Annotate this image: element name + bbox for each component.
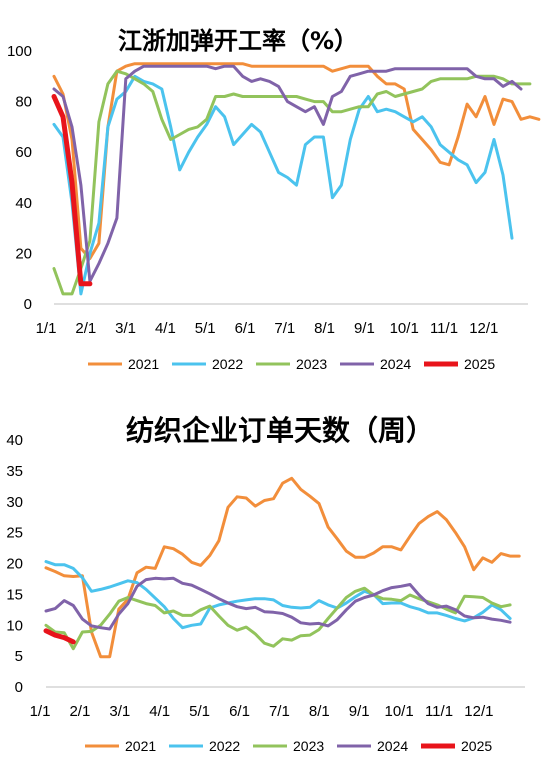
series-line-2022 bbox=[44, 560, 512, 630]
x-tick-label: 2/1 bbox=[69, 703, 90, 720]
y-tick-label: 10 bbox=[6, 617, 23, 634]
x-tick-label: 6/1 bbox=[235, 320, 256, 337]
legend-label-2022: 2022 bbox=[209, 738, 240, 754]
x-tick-label: 12/1 bbox=[464, 703, 493, 720]
x-tick-label: 4/1 bbox=[149, 703, 170, 720]
y-tick-label: 25 bbox=[6, 525, 23, 542]
x-tick-label: 3/1 bbox=[115, 320, 136, 337]
y-tick-label: 35 bbox=[6, 463, 23, 480]
x-tick-label: 7/1 bbox=[274, 320, 295, 337]
legend-label-2023: 2023 bbox=[293, 738, 324, 754]
legend-label-2021: 2021 bbox=[128, 356, 159, 372]
y-tick-label: 40 bbox=[15, 195, 32, 212]
x-tick-label: 6/1 bbox=[229, 703, 250, 720]
legend-label-2024: 2024 bbox=[380, 356, 411, 372]
x-tick-label: 8/1 bbox=[314, 320, 335, 337]
y-tick-label: 80 bbox=[15, 94, 32, 111]
y-tick-label: 30 bbox=[6, 494, 23, 511]
x-tick-label: 9/1 bbox=[349, 703, 370, 720]
legend-label-2025: 2025 bbox=[464, 356, 495, 372]
y-tick-label: 0 bbox=[15, 679, 23, 696]
series-line-2022 bbox=[52, 74, 514, 296]
chart-capacity-utilization: 江浙加弹开工率（%） 0 20 40 60 80 100 1/1 2/1 3/1 4/1 5/1 6/… bbox=[7, 27, 541, 372]
x-tick-label: 4/1 bbox=[155, 320, 176, 337]
x-tick-label: 11/1 bbox=[430, 320, 458, 337]
y-tick-label: 60 bbox=[15, 144, 32, 161]
series-line-2023 bbox=[52, 69, 532, 296]
series-line-2024 bbox=[52, 64, 523, 283]
x-tick-label: 10/1 bbox=[384, 703, 413, 720]
legend-label-2024: 2024 bbox=[377, 738, 408, 754]
x-tick-label: 1/1 bbox=[30, 703, 51, 720]
series-line-2023 bbox=[44, 586, 512, 651]
legend-label-2025: 2025 bbox=[461, 738, 492, 754]
x-tick-label: 10/1 bbox=[390, 320, 419, 337]
legend-label-2021: 2021 bbox=[125, 738, 156, 754]
y-tick-label: 15 bbox=[6, 586, 23, 603]
series-line-2025 bbox=[51, 94, 93, 287]
x-tick-label: 8/1 bbox=[309, 703, 330, 720]
legend-label-2022: 2022 bbox=[212, 356, 243, 372]
x-tick-label: 9/1 bbox=[354, 320, 375, 337]
x-tick-label: 3/1 bbox=[109, 703, 130, 720]
chart-title: 纺织企业订单天数（周） bbox=[126, 414, 434, 447]
legend-label-2023: 2023 bbox=[296, 356, 327, 372]
series-line-2025 bbox=[43, 628, 76, 645]
series-line-2021 bbox=[44, 476, 521, 659]
y-tick-label: 0 bbox=[24, 296, 32, 313]
series-line-2021 bbox=[52, 62, 541, 260]
x-tick-label: 1/1 bbox=[36, 320, 57, 337]
y-tick-label: 40 bbox=[6, 432, 23, 449]
x-tick-label: 7/1 bbox=[269, 703, 290, 720]
chart-title: 江浙加弹开工率（%） bbox=[118, 27, 358, 55]
y-tick-label: 20 bbox=[6, 556, 23, 573]
x-tick-label: 12/1 bbox=[469, 320, 498, 337]
y-tick-label: 5 bbox=[15, 648, 23, 665]
x-tick-label: 5/1 bbox=[189, 703, 210, 720]
x-tick-label: 2/1 bbox=[75, 320, 96, 337]
y-tick-label: 20 bbox=[15, 245, 32, 262]
x-tick-label: 5/1 bbox=[195, 320, 216, 337]
x-tick-label: 11/1 bbox=[425, 703, 453, 720]
y-tick-label: 100 bbox=[7, 43, 32, 60]
series-line-2024 bbox=[44, 576, 512, 631]
